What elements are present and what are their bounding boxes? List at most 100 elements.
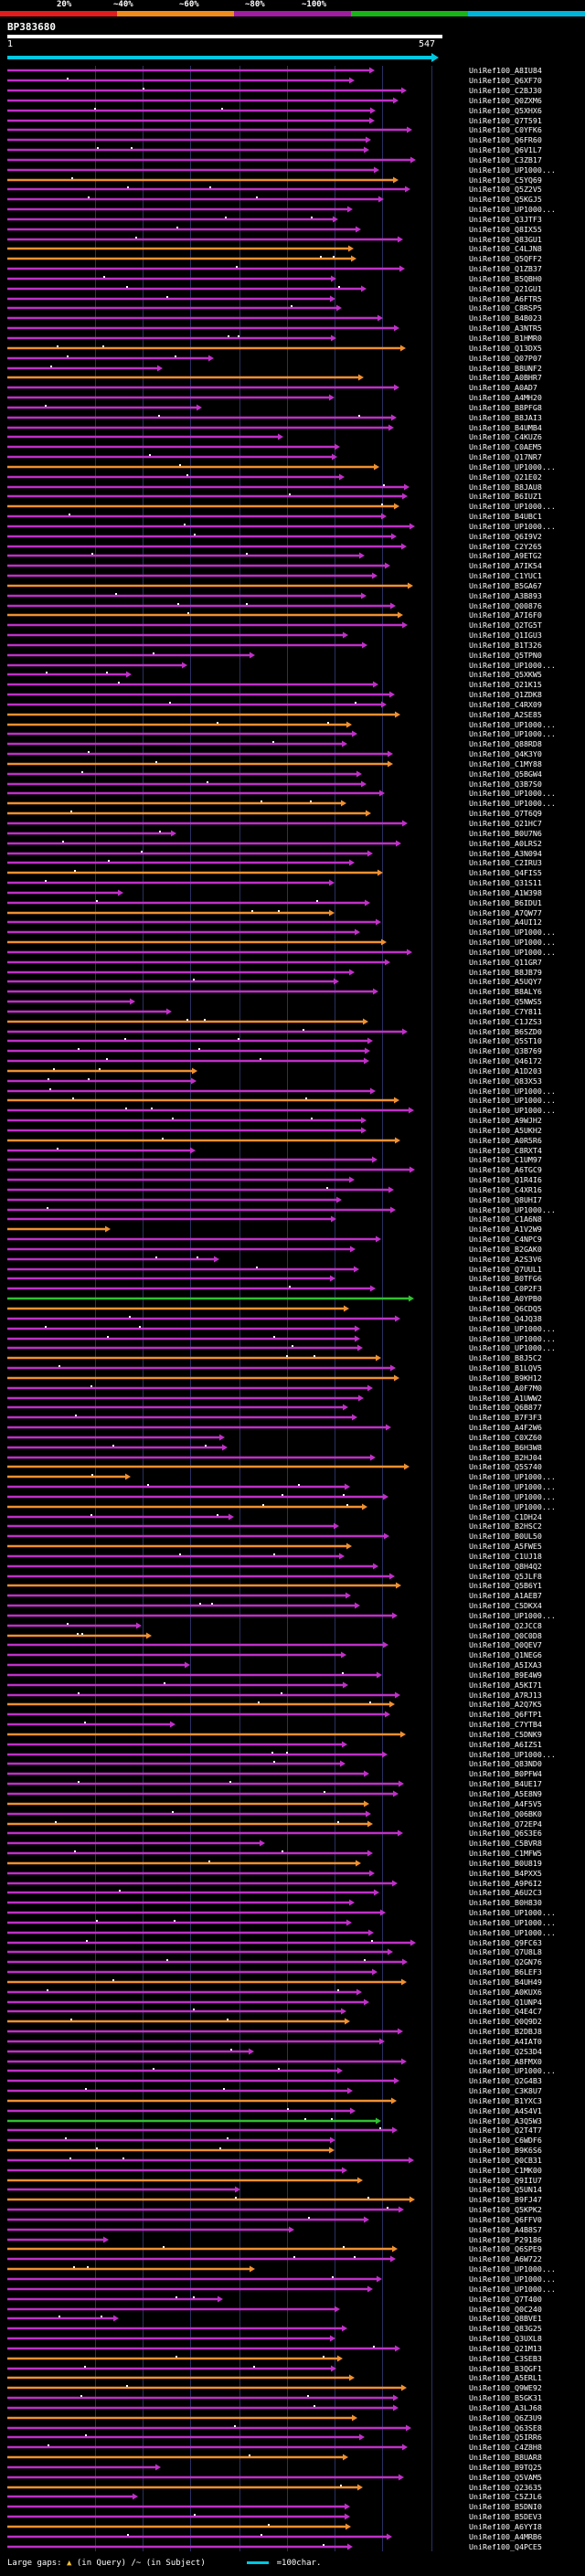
hit-label[interactable]: UniRef100_UP1000... [469,928,556,937]
hit-label[interactable]: UniRef100_Q5NWS5 [469,997,542,1006]
hit-label[interactable]: UniRef100_C1YUC1 [469,571,542,580]
hit-label[interactable]: UniRef100_UP1000... [469,1087,556,1096]
hit-label[interactable]: UniRef100_B4UBC1 [469,512,542,521]
hit-label[interactable]: UniRef100_B0U7N6 [469,829,542,838]
hit-label[interactable]: UniRef100_Q4K3Y0 [469,749,542,758]
hit-label[interactable]: UniRef100_B8UAR8 [469,2453,542,2462]
hit-label[interactable]: UniRef100_Q3UXL8 [469,2334,542,2343]
hit-label[interactable]: UniRef100_Q6B877 [469,1403,542,1412]
hit-label[interactable]: UniRef100_UP1000... [469,938,556,947]
hit-label[interactable]: UniRef100_A3NTR5 [469,323,542,333]
hit-label[interactable]: UniRef100_B4B023 [469,313,542,323]
hit-label[interactable]: UniRef100_B4UE17 [469,1779,542,1788]
hit-label[interactable]: UniRef100_Q6I9V2 [469,532,542,541]
hit-label[interactable]: UniRef100_C5YQ69 [469,175,542,185]
hit-label[interactable]: UniRef100_A6YYI8 [469,2522,542,2531]
hit-label[interactable]: UniRef100_B1YXC3 [469,2096,542,2105]
hit-label[interactable]: UniRef100_C5BVR8 [469,1839,542,1848]
hit-label[interactable]: UniRef100_Q5TPN0 [469,651,542,660]
hit-label[interactable]: UniRef100_B1LQV5 [469,1363,542,1373]
hit-label[interactable]: UniRef100_A5UKH2 [469,1126,542,1135]
hit-label[interactable]: UniRef100_B4UH49 [469,1977,542,1987]
hit-label[interactable]: UniRef100_A6FTR5 [469,294,542,303]
hit-label[interactable]: UniRef100_A3B893 [469,591,542,600]
hit-label[interactable]: UniRef100_Q1ZB37 [469,264,542,273]
hit-label[interactable]: UniRef100_C4RX09 [469,700,542,709]
hit-label[interactable]: UniRef100_C2Y265 [469,542,542,551]
hit-label[interactable]: UniRef100_Q5B6Y1 [469,1581,542,1590]
hit-label[interactable]: UniRef100_Q0Q9D2 [469,2017,542,2026]
hit-label[interactable]: UniRef100_C0P2F3 [469,1284,542,1293]
hit-label[interactable]: UniRef100_P29186 [469,2235,542,2244]
hit-label[interactable]: UniRef100_Q8BVE1 [469,2314,542,2323]
hit-label[interactable]: UniRef100_Q2S3D4 [469,2047,542,2056]
hit-label[interactable]: UniRef100_Q0C240 [469,2305,542,2314]
hit-label[interactable]: UniRef100_B0UL50 [469,1532,542,1541]
hit-label[interactable]: UniRef100_A8FMX0 [469,2057,542,2066]
hit-label[interactable]: UniRef100_Q1R4I6 [469,1175,542,1184]
hit-label[interactable]: UniRef100_B2GAK0 [469,1245,542,1254]
hit-label[interactable]: UniRef100_B9K6S6 [469,2146,542,2155]
hit-label[interactable]: UniRef100_Q11GR7 [469,958,542,967]
hit-label[interactable]: UniRef100_C1MK00 [469,2166,542,2175]
hit-label[interactable]: UniRef100_Q6V1L7 [469,145,542,154]
hit-label[interactable]: UniRef100_UP1000... [469,661,556,670]
hit-label[interactable]: UniRef100_Q21K15 [469,680,542,689]
hit-label[interactable]: UniRef100_Q07P07 [469,354,542,363]
hit-label[interactable]: UniRef100_C3K8U7 [469,2086,542,2095]
hit-label[interactable]: UniRef100_UP1000... [469,1324,556,1333]
hit-label[interactable]: UniRef100_B6LEF3 [469,1967,542,1977]
hit-label[interactable]: UniRef100_Q2G4B3 [469,2076,542,2085]
hit-label[interactable]: UniRef100_Q2TG5T [469,620,542,630]
hit-label[interactable]: UniRef100_Q5BGW4 [469,769,542,779]
hit-label[interactable]: UniRef100_A0YPB0 [469,1294,542,1303]
hit-label[interactable]: UniRef100_B6IDU1 [469,898,542,907]
hit-label[interactable]: UniRef100_B5GK31 [469,2393,542,2402]
hit-label[interactable]: UniRef100_Q6SPE9 [469,2244,542,2253]
hit-label[interactable]: UniRef100_A4UI12 [469,917,542,927]
hit-label[interactable]: UniRef100_A1V2W9 [469,1224,542,1234]
hit-label[interactable]: UniRef100_C4Z8H8 [469,2443,542,2452]
hit-label[interactable]: UniRef100_Q5KGJ5 [469,195,542,204]
hit-label[interactable]: UniRef100_Q6FTP1 [469,1710,542,1719]
hit-label[interactable]: UniRef100_B1T326 [469,641,542,650]
hit-label[interactable]: UniRef100_Q4FIS5 [469,868,542,877]
hit-label[interactable]: UniRef100_C7YTB4 [469,1720,542,1729]
hit-label[interactable]: UniRef100_Q5UN14 [469,2185,542,2194]
hit-label[interactable]: UniRef100_C8RXT4 [469,1146,542,1155]
hit-label[interactable]: UniRef100_Q1IGU3 [469,631,542,640]
hit-label[interactable]: UniRef100_UP1000... [469,1205,556,1214]
hit-label[interactable]: UniRef100_Q5S740 [469,1462,542,1471]
hit-label[interactable]: UniRef100_C4KUZ6 [469,432,542,441]
hit-label[interactable]: UniRef100_UP1000... [469,165,556,175]
hit-label[interactable]: UniRef100_A2Q7K5 [469,1700,542,1709]
hit-label[interactable]: UniRef100_A8IU84 [469,66,542,75]
hit-label[interactable]: UniRef100_Q46172 [469,1056,542,1065]
hit-label[interactable]: UniRef100_Q83GU1 [469,235,542,244]
hit-label[interactable]: UniRef100_B5GA67 [469,581,542,590]
hit-label[interactable]: UniRef100_UP1000... [469,948,556,957]
hit-label[interactable]: UniRef100_Q21E02 [469,472,542,482]
hit-label[interactable]: UniRef100_Q83G25 [469,2324,542,2333]
hit-label[interactable]: UniRef100_B5DEV3 [469,2512,542,2521]
hit-label[interactable]: UniRef100_B6H3W8 [469,1443,542,1452]
hit-label[interactable]: UniRef100_B1HMR0 [469,334,542,343]
hit-label[interactable]: UniRef100_C4LJN8 [469,244,542,253]
hit-label[interactable]: UniRef100_B8JAI3 [469,413,542,422]
hit-label[interactable]: UniRef100_Q0C0D8 [469,1631,542,1640]
hit-label[interactable]: UniRef100_Q6FR60 [469,135,542,144]
hit-label[interactable]: UniRef100_B2DBJ8 [469,2027,542,2036]
hit-label[interactable]: UniRef100_A1AEB7 [469,1591,542,1600]
hit-label[interactable]: UniRef100_C7Y811 [469,1007,542,1016]
hit-label[interactable]: UniRef100_Q21GU1 [469,284,542,293]
hit-label[interactable]: UniRef100_Q5VAM5 [469,2473,542,2482]
hit-label[interactable]: UniRef100_C1MFW5 [469,1849,542,1858]
hit-label[interactable]: UniRef100_C1UM97 [469,1155,542,1164]
hit-label[interactable]: UniRef100_Q1NEG6 [469,1650,542,1659]
hit-label[interactable]: UniRef100_UP1000... [469,1334,556,1343]
hit-label[interactable]: UniRef100_A4S4V1 [469,2106,542,2115]
hit-label[interactable]: UniRef100_UP1000... [469,1918,556,1927]
hit-label[interactable]: UniRef100_C5DKX4 [469,1601,542,1610]
hit-label[interactable]: UniRef100_UP1000... [469,2284,556,2294]
hit-label[interactable]: UniRef100_UP1000... [469,1750,556,1759]
